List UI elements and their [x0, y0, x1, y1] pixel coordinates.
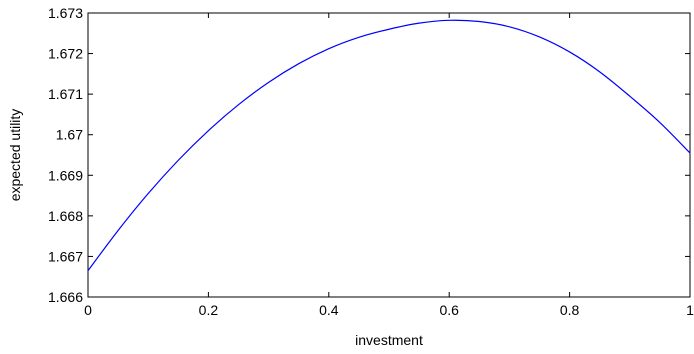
y-tick-label: 1.672: [48, 46, 83, 62]
x-tick-label: 0.8: [560, 302, 580, 318]
y-axis-ticks: 1.666 1.667 1.668 1.669 1.67 1.671 1.672 1.673: [48, 5, 690, 305]
x-tick-label: 0.6: [439, 302, 459, 318]
y-tick-label: 1.673: [48, 5, 83, 21]
x-tick-label: 0.4: [319, 302, 339, 318]
y-tick-label: 1.666: [48, 289, 83, 305]
x-tick-label: 0.2: [199, 302, 219, 318]
x-axis-ticks: 0 0.2 0.4 0.6 0.8 1: [84, 13, 694, 318]
y-tick-label: 1.67: [56, 127, 83, 143]
x-tick-label: 1: [686, 302, 694, 318]
y-tick-label: 1.669: [48, 167, 83, 183]
y-axis-label: expected utility: [7, 109, 23, 202]
plot-area-frame: [87, 12, 691, 298]
series-line: [87, 19, 691, 271]
y-tick-label: 1.667: [48, 248, 83, 264]
y-tick-label: 1.671: [48, 86, 83, 102]
x-axis-label: investment: [355, 332, 423, 348]
x-tick-label: 0: [84, 302, 92, 318]
y-tick-label: 1.668: [48, 208, 83, 224]
